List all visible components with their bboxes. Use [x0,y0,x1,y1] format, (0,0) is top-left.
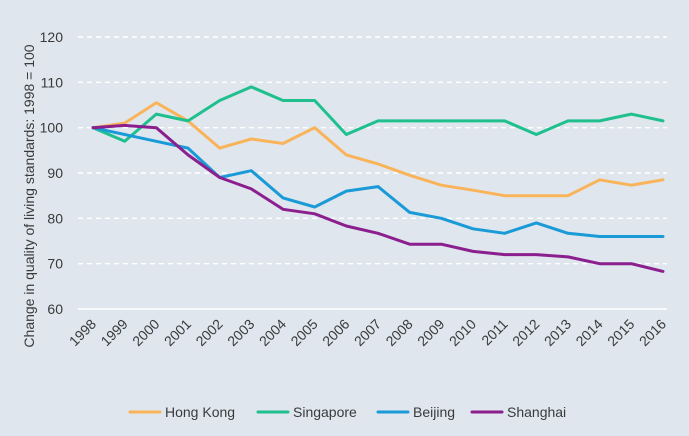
y-tick-label: 110 [41,74,64,90]
x-tick-label: 2014 [572,316,605,349]
legend-label: Beijing [413,404,455,420]
series-line-singapore [91,85,665,143]
y-axis-title: Change in quality of living standards: 1… [21,44,37,347]
legend-label: Singapore [293,404,357,420]
x-tick-label: 2002 [192,316,225,349]
x-tick-label: 2009 [414,316,447,349]
x-tick-label: 2000 [129,316,162,349]
x-tick-label: 1998 [66,316,99,349]
x-tick-label: 2010 [446,316,479,349]
series-line-hong-kong [91,101,665,198]
x-tick-label: 2013 [541,316,574,349]
x-axis-ticks: 1998199920002001200220032004200520062007… [66,316,669,349]
x-tick-label: 2001 [161,316,194,349]
x-tick-label: 2003 [224,316,257,349]
x-tick-label: 2011 [478,316,511,349]
y-tick-label: 60 [47,301,63,317]
y-tick-label: 100 [40,120,64,136]
x-tick-label: 2007 [351,316,384,349]
x-tick-label: 2016 [636,316,669,349]
x-tick-label: 2004 [256,316,289,349]
series-line-beijing [91,126,665,238]
series-lines [91,85,665,273]
y-tick-label: 120 [40,29,64,45]
legend-label: Hong Kong [165,404,235,420]
y-tick-label: 70 [47,256,63,272]
legend-label: Shanghai [507,404,566,420]
x-tick-label: 2006 [319,316,352,349]
series-line-shanghai [91,123,665,273]
x-tick-label: 2005 [287,316,320,349]
x-tick-label: 2008 [382,316,415,349]
y-axis-ticks: 60 70 80 90 100 110 120 [40,29,64,317]
gridlines [78,36,667,310]
x-tick-label: 2015 [604,316,637,349]
y-tick-label: 90 [47,165,63,181]
y-tick-label: 80 [47,210,63,226]
x-tick-label: 1999 [97,316,130,349]
legend: Hong Kong Singapore Beijing Shanghai [128,404,566,420]
x-tick-label: 2012 [509,316,542,349]
